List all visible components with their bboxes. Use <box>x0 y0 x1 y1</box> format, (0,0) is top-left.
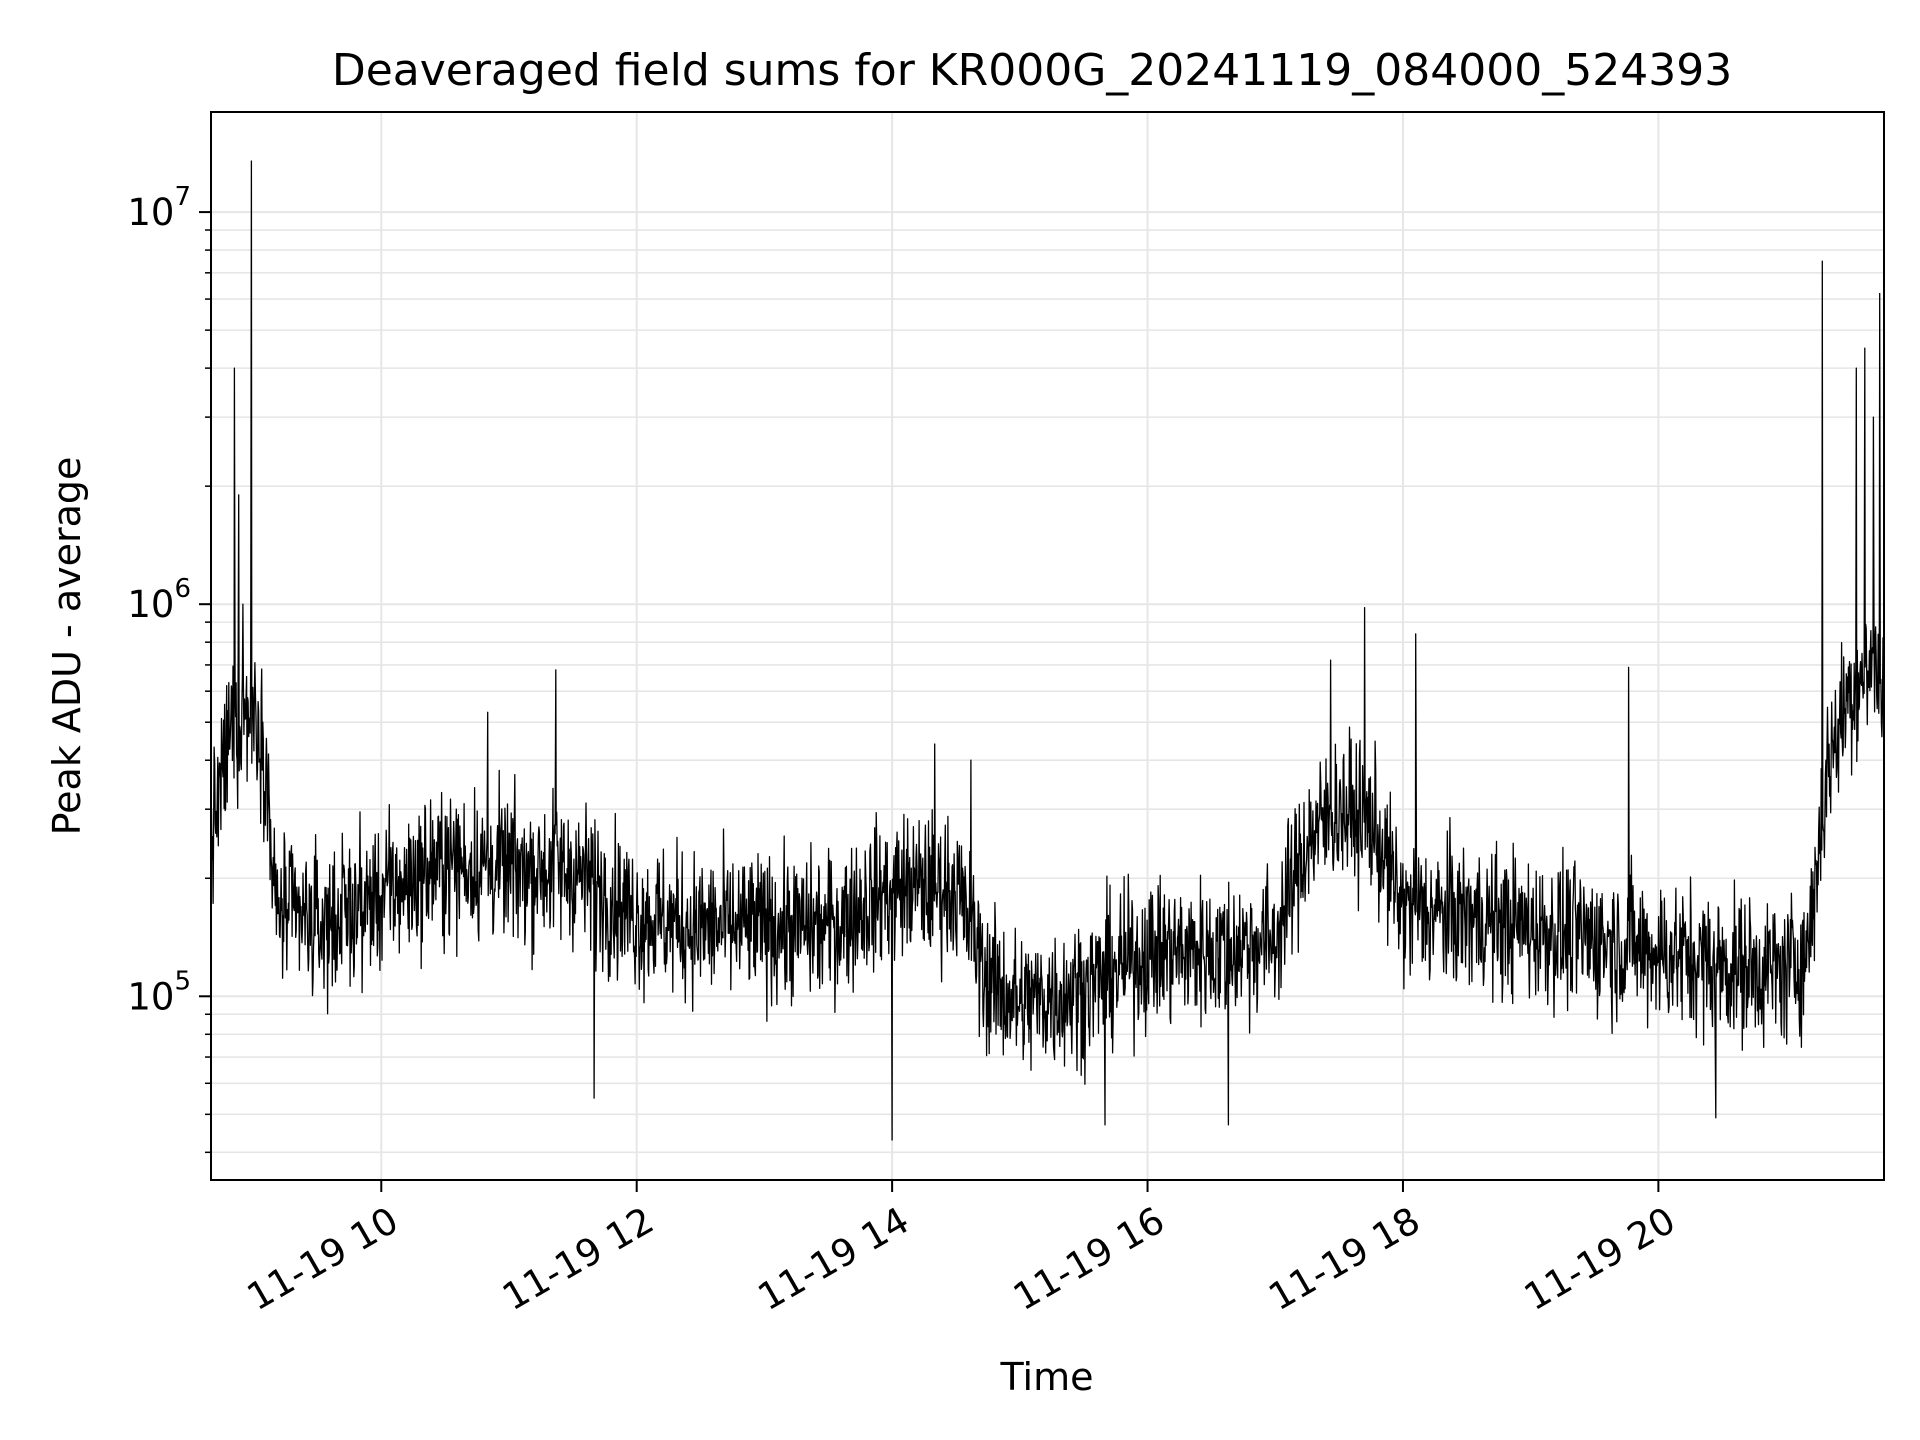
y-tick-exponent: 7 <box>174 182 191 212</box>
x-axis-label: Time <box>1000 1355 1094 1399</box>
chart-title: Deaveraged field sums for KR000G_2024111… <box>332 45 1732 96</box>
y-tick-exponent: 6 <box>174 574 191 604</box>
y-tick-exponent: 5 <box>174 966 191 996</box>
series-layer <box>210 160 1885 1141</box>
plot-frame <box>210 111 1885 1181</box>
y-axis-label: Peak ADU - average <box>45 457 89 836</box>
y-tick-base: 10 <box>127 191 174 234</box>
y-tick-base: 10 <box>127 975 174 1018</box>
y-tick-label: 107 <box>127 182 191 234</box>
series-line <box>210 160 1885 1141</box>
grid <box>211 112 1884 1180</box>
y-tick-base: 10 <box>127 583 174 626</box>
y-tick-label: 105 <box>127 966 191 1018</box>
y-tick-label: 106 <box>127 574 191 626</box>
